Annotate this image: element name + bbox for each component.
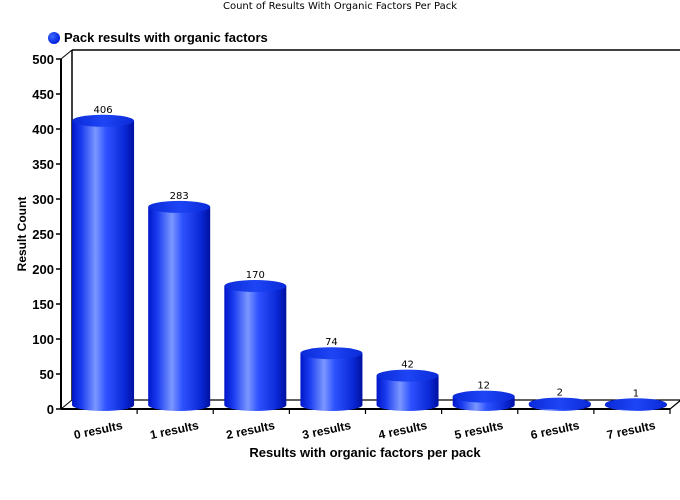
bar-value-label: 170 — [246, 270, 265, 281]
y-tick-label: 450 — [32, 87, 54, 102]
legend-label: Pack results with organic factors — [64, 30, 268, 45]
y-tick-label: 400 — [32, 122, 54, 137]
y-axis-ticks: 0 50 100 150 200 250 300 350 400 450 500 — [32, 52, 61, 417]
bar-value-label: 1 — [633, 388, 639, 399]
y-tick-label: 0 — [47, 402, 54, 417]
x-axis-ticks: 0 results 1 results 2 results 3 results 4 re… — [73, 409, 671, 442]
y-tick-label: 500 — [32, 52, 54, 67]
x-tick-label: 1 results — [149, 418, 201, 442]
bar-value-label: 12 — [477, 381, 490, 392]
y-tick-label: 150 — [32, 297, 54, 312]
bar: 12 — [452, 381, 515, 411]
bar-value-label: 74 — [325, 337, 338, 348]
x-tick-label: 2 results — [225, 418, 277, 442]
y-tick-label: 250 — [32, 227, 54, 242]
x-tick-label: 3 results — [301, 418, 353, 442]
bar: 2 — [528, 388, 591, 411]
bar: 1 — [604, 388, 667, 411]
legend: Pack results with organic factors — [48, 30, 268, 45]
y-tick-label: 350 — [32, 157, 54, 172]
legend-swatch-icon — [48, 31, 60, 44]
bar-value-label: 406 — [94, 105, 113, 116]
chart-title: Count of Results With Organic Factors Pe… — [222, 1, 458, 12]
x-tick-label: 0 results — [73, 418, 125, 442]
x-tick-label: 6 results — [529, 418, 581, 442]
bar: 406 — [72, 105, 135, 412]
bar: 42 — [376, 360, 439, 411]
bar-value-label: 42 — [401, 360, 414, 371]
bar-value-label: 2 — [557, 388, 563, 399]
x-axis-label: Results with organic factors per pack — [249, 445, 481, 460]
y-tick-label: 200 — [32, 262, 54, 277]
y-tick-label: 300 — [32, 192, 54, 207]
x-tick-label: 4 results — [377, 418, 429, 442]
x-tick-label: 7 results — [606, 418, 658, 442]
y-tick-label: 50 — [40, 367, 54, 382]
x-tick-label: 5 results — [453, 418, 505, 442]
y-tick-label: 100 — [32, 332, 54, 347]
bar: 283 — [148, 191, 211, 411]
bar-value-label: 283 — [170, 191, 189, 202]
bar: 170 — [224, 270, 287, 411]
bar: 74 — [300, 337, 363, 411]
bars: 406 283 170 74 42 12 2 1 — [72, 105, 667, 412]
